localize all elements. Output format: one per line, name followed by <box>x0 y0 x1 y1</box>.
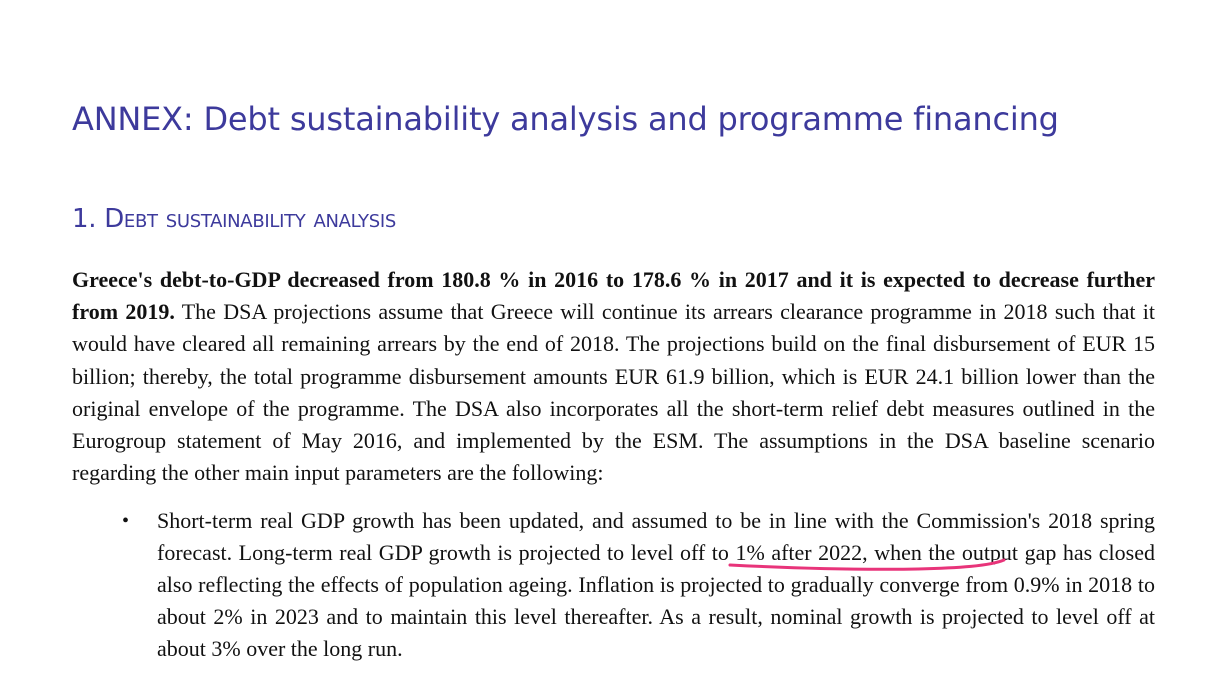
assumptions-list: • Short-term real GDP growth has been up… <box>72 505 1155 665</box>
paragraph-text: The DSA projections assume that Greece w… <box>72 299 1155 486</box>
body-paragraph: Greece's debt-to-GDP decreased from 180.… <box>72 264 1155 489</box>
section-title: Debt sustainability analysis <box>104 204 396 234</box>
section-heading: 1. Debt sustainability analysis <box>72 204 396 234</box>
bullet-text-after: , when the output gap has closed also re… <box>157 540 1155 661</box>
highlighted-phrase: level off to 1% after 2022 <box>630 540 863 565</box>
bullet-text-before: Short-term real GDP growth has been upda… <box>157 508 1155 565</box>
paragraph-bold-lead: Greece's debt-to-GDP decreased from 180.… <box>72 267 1155 325</box>
list-item: • Short-term real GDP growth has been up… <box>72 505 1155 665</box>
annex-title: ANNEX: Debt sustainability analysis and … <box>72 100 1059 138</box>
section-number: 1. <box>72 204 97 234</box>
bullet-icon: • <box>122 510 130 532</box>
